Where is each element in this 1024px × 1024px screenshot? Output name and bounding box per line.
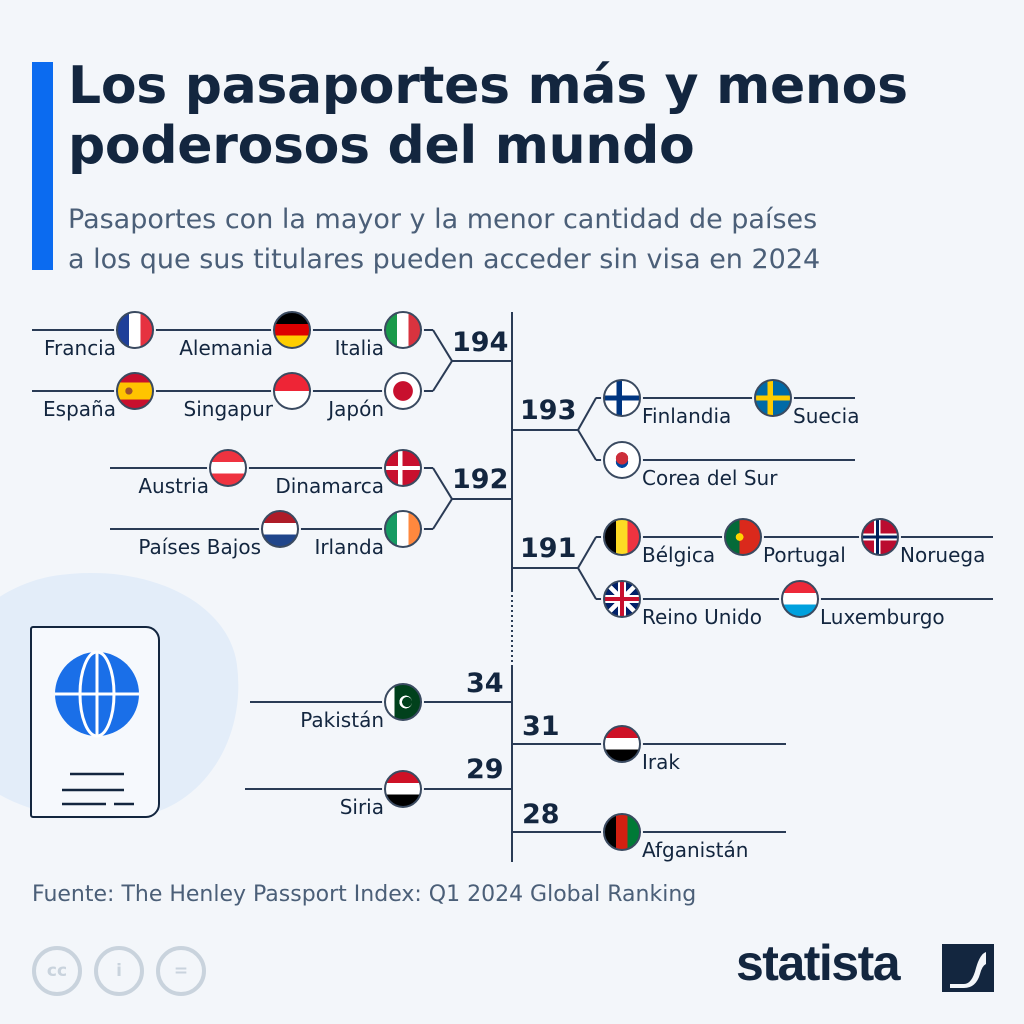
connector-line [511,590,513,665]
connector-line [420,390,433,392]
score-label: 34 [466,668,504,699]
connector-line [432,329,453,362]
connector-line [420,329,433,331]
ireland-flag-icon [384,510,422,548]
country-label: Singapur [183,397,273,421]
score-label: 31 [522,711,560,742]
accent-bar [32,62,53,270]
iraq-flag-icon [603,725,641,763]
country-label: Alemania [179,336,273,360]
connector-line [432,498,453,530]
connector-line [250,701,512,703]
connector-line [596,536,993,538]
italy-flag-icon [384,311,422,349]
connector-line [32,329,420,331]
connector-line [452,498,512,500]
syria-flag-icon [384,770,422,808]
finland-flag-icon [603,379,641,417]
connector-line [432,360,453,392]
country-label: Afganistán [642,838,749,862]
germany-flag-icon [273,311,311,349]
singapore-flag-icon [273,372,311,410]
connector-line [512,429,578,431]
country-label: Irak [642,750,680,774]
title-line-2: poderosos del mundo [68,116,695,176]
country-label: Portugal [763,543,846,567]
subtitle-line-2: a los que sus titulares pueden acceder s… [68,244,821,275]
statista-logo-mark [942,944,994,992]
country-label: Austria [138,474,209,498]
page-title: Los pasaportes más y menos poderosos del… [68,56,1008,176]
connector-line [511,312,513,590]
connector-line [245,788,512,790]
score-label: 193 [520,395,577,426]
country-label: Corea del Sur [642,466,778,490]
japan-flag-icon [384,372,422,410]
country-label: Suecia [793,404,860,428]
belgium-flag-icon [603,518,641,556]
cc-icon: cc [32,946,82,996]
subtitle: Pasaportes con la mayor y la menor canti… [68,200,1008,280]
pakistan-flag-icon [384,683,422,721]
connector-line [577,397,597,431]
connector-line [32,390,420,392]
score-label: 28 [522,799,560,830]
country-label: Reino Unido [642,605,762,629]
country-label: Luxemburgo [820,605,945,629]
connector-line [577,429,597,461]
portugal-flag-icon [724,518,762,556]
connector-line [577,536,597,569]
country-label: Noruega [900,543,986,567]
title-line-1: Los pasaportes más y menos [68,56,908,116]
no-derivatives-icon: = [156,946,206,996]
country-label: Dinamarca [275,474,384,498]
spain-flag-icon [116,372,154,410]
france-flag-icon [116,311,154,349]
attribution-icon: i [94,946,144,996]
country-label: Países Bajos [138,535,261,559]
connector-line [452,360,512,362]
luxembourg-flag-icon [781,580,819,618]
connector-line [512,831,786,833]
score-label: 191 [520,533,577,564]
statista-logo: statista [736,935,901,991]
connector-line [420,528,433,530]
country-label: España [43,397,116,421]
connector-line [512,567,578,569]
passport-icon [30,626,160,818]
sweden-flag-icon [754,379,792,417]
connector-line [511,665,513,862]
country-label: Pakistán [300,708,384,732]
afghanistan-flag-icon [603,813,641,851]
source-note: Fuente: The Henley Passport Index: Q1 20… [32,882,697,907]
country-label: Finlandia [642,404,732,428]
score-label: 29 [466,754,504,785]
uk-flag-icon [603,580,641,618]
subtitle-line-1: Pasaportes con la mayor y la menor canti… [68,204,818,235]
norway-flag-icon [861,518,899,556]
country-label: Siria [339,795,384,819]
country-label: Italia [334,336,384,360]
connector-line [596,397,855,399]
country-label: Irlanda [314,535,384,559]
country-label: Francia [43,336,116,360]
score-label: 194 [452,327,509,358]
score-label: 192 [452,464,509,495]
connector-line [512,743,786,745]
connector-line [420,467,433,469]
connector-line [432,467,453,500]
netherlands-flag-icon [261,510,299,548]
south-korea-flag-icon [603,441,641,479]
austria-flag-icon [209,449,247,487]
country-label: Japón [328,397,384,421]
denmark-flag-icon [384,449,422,487]
connector-line [577,567,597,600]
connector-line [596,459,855,461]
country-label: Bélgica [642,543,716,567]
connector-line [110,467,420,469]
